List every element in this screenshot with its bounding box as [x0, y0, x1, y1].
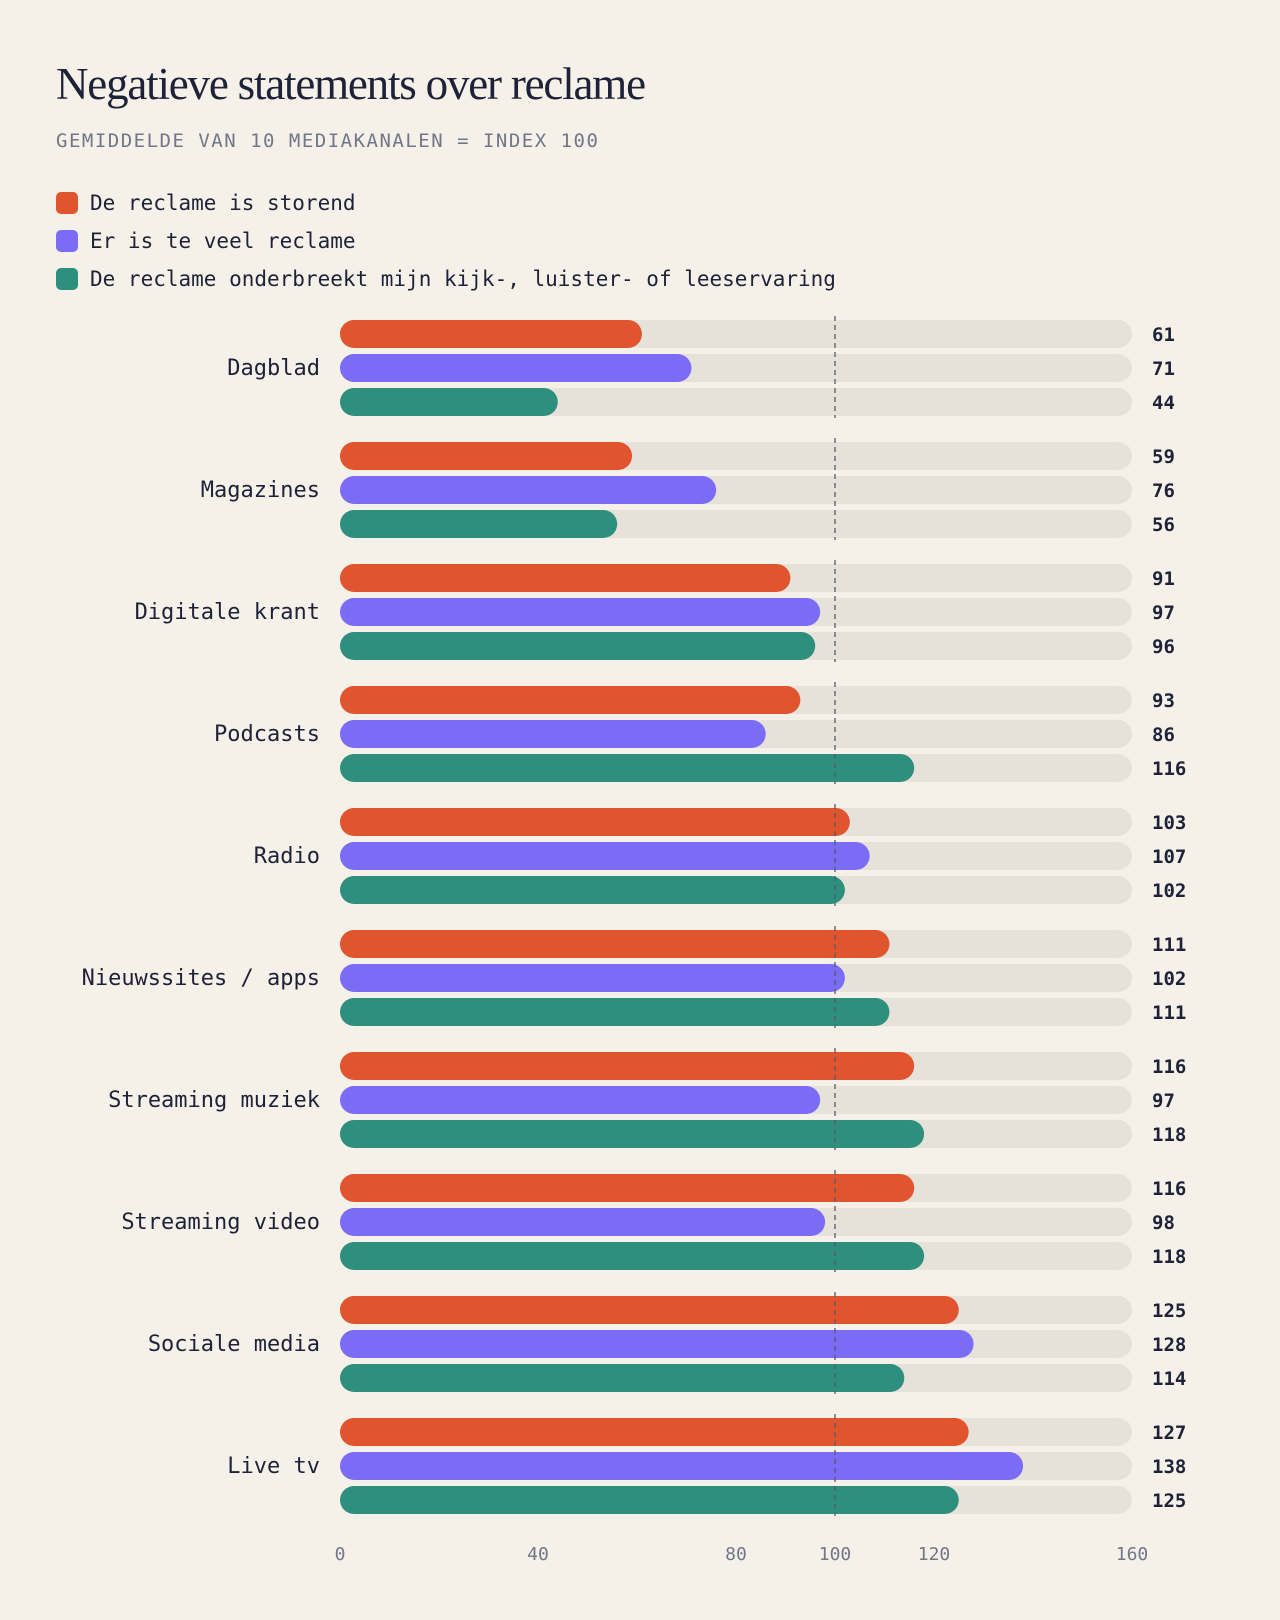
- value-label-nieuwssites-apps-2: 111: [1152, 1002, 1186, 1024]
- legend-label-te-veel: Er is te veel reclame: [90, 229, 356, 253]
- value-label-magazines-1: 76: [1152, 480, 1175, 502]
- bar-podcasts-0: [340, 686, 801, 714]
- category-label-dagblad: Dagblad: [227, 356, 320, 381]
- value-label-radio-2: 102: [1152, 880, 1186, 902]
- value-label-dagblad-2: 44: [1152, 392, 1175, 414]
- value-label-podcasts-1: 86: [1152, 724, 1175, 746]
- value-label-streaming-video-1: 98: [1152, 1212, 1175, 1234]
- bar-live-tv-0: [340, 1418, 969, 1446]
- x-tick-label-0: 0: [335, 1544, 346, 1565]
- legend-item-te-veel: Er is te veel reclame: [56, 222, 836, 260]
- bar-dagblad-2: [340, 388, 558, 416]
- value-label-nieuwssites-apps-0: 111: [1152, 934, 1186, 956]
- legend: De reclame is storend Er is te veel recl…: [56, 184, 836, 298]
- bar-dagblad-0: [340, 320, 642, 348]
- category-label-digitale-krant: Digitale krant: [135, 600, 320, 625]
- bar-magazines-1: [340, 476, 717, 504]
- value-label-magazines-2: 56: [1152, 514, 1175, 536]
- value-label-radio-1: 107: [1152, 846, 1186, 868]
- bar-live-tv-1: [340, 1452, 1024, 1480]
- bar-streaming-muziek-1: [340, 1086, 821, 1114]
- value-label-live-tv-0: 127: [1152, 1422, 1186, 1444]
- legend-label-storend: De reclame is storend: [90, 191, 356, 215]
- bar-nieuwssites-apps-2: [340, 998, 890, 1026]
- chart-subtitle: GEMIDDELDE VAN 10 MEDIAKANALEN = INDEX 1…: [56, 130, 600, 152]
- value-label-streaming-video-0: 116: [1152, 1178, 1186, 1200]
- value-label-streaming-muziek-0: 116: [1152, 1056, 1186, 1078]
- x-tick-label-100: 100: [819, 1544, 852, 1565]
- category-label-radio: Radio: [254, 844, 320, 869]
- value-label-digitale-krant-0: 91: [1152, 568, 1175, 590]
- bar-streaming-muziek-0: [340, 1052, 915, 1080]
- value-label-dagblad-1: 71: [1152, 358, 1175, 380]
- x-tick-label-40: 40: [527, 1544, 549, 1565]
- bar-podcasts-2: [340, 754, 915, 782]
- bar-streaming-video-1: [340, 1208, 826, 1236]
- bar-sociale-media-1: [340, 1330, 974, 1358]
- value-label-magazines-0: 59: [1152, 446, 1175, 468]
- legend-swatch-onderbreekt: [56, 268, 78, 290]
- value-label-sociale-media-2: 114: [1152, 1368, 1186, 1390]
- category-label-sociale-media: Sociale media: [148, 1332, 320, 1357]
- legend-swatch-storend: [56, 192, 78, 214]
- bar-radio-0: [340, 808, 850, 836]
- bar-live-tv-2: [340, 1486, 959, 1514]
- bar-podcasts-1: [340, 720, 766, 748]
- bar-digitale-krant-2: [340, 632, 816, 660]
- category-label-streaming-video: Streaming video: [121, 1210, 320, 1235]
- value-label-nieuwssites-apps-1: 102: [1152, 968, 1186, 990]
- chart-title: Negatieve statements over reclame: [56, 59, 646, 109]
- value-label-streaming-video-2: 118: [1152, 1246, 1186, 1268]
- x-tick-label-120: 120: [918, 1544, 951, 1565]
- bar-radio-2: [340, 876, 845, 904]
- value-label-digitale-krant-1: 97: [1152, 602, 1175, 624]
- bar-sociale-media-0: [340, 1296, 959, 1324]
- bar-radio-1: [340, 842, 870, 870]
- bar-dagblad-1: [340, 354, 692, 382]
- bar-nieuwssites-apps-1: [340, 964, 845, 992]
- legend-item-onderbreekt: De reclame onderbreekt mijn kijk-, luist…: [56, 260, 836, 298]
- bar-magazines-2: [340, 510, 618, 538]
- value-label-streaming-muziek-2: 118: [1152, 1124, 1186, 1146]
- bar-streaming-video-0: [340, 1174, 915, 1202]
- value-label-live-tv-2: 125: [1152, 1490, 1186, 1512]
- category-label-streaming-muziek: Streaming muziek: [108, 1088, 320, 1113]
- value-label-live-tv-1: 138: [1152, 1456, 1186, 1478]
- value-label-streaming-muziek-1: 97: [1152, 1090, 1175, 1112]
- category-label-live-tv: Live tv: [227, 1454, 320, 1479]
- category-label-magazines: Magazines: [201, 478, 320, 503]
- bar-streaming-video-2: [340, 1242, 925, 1270]
- x-tick-label-160: 160: [1116, 1544, 1149, 1565]
- bar-nieuwssites-apps-0: [340, 930, 890, 958]
- value-label-sociale-media-0: 125: [1152, 1300, 1186, 1322]
- value-label-dagblad-0: 61: [1152, 324, 1175, 346]
- bar-magazines-0: [340, 442, 633, 470]
- value-label-podcasts-0: 93: [1152, 690, 1175, 712]
- bar-sociale-media-2: [340, 1364, 905, 1392]
- value-label-sociale-media-1: 128: [1152, 1334, 1186, 1356]
- value-label-digitale-krant-2: 96: [1152, 636, 1175, 658]
- legend-swatch-te-veel: [56, 230, 78, 252]
- bar-streaming-muziek-2: [340, 1120, 925, 1148]
- value-label-podcasts-2: 116: [1152, 758, 1186, 780]
- category-label-podcasts: Podcasts: [214, 722, 320, 747]
- value-label-radio-0: 103: [1152, 812, 1186, 834]
- x-tick-label-80: 80: [725, 1544, 747, 1565]
- legend-label-onderbreekt: De reclame onderbreekt mijn kijk-, luist…: [90, 267, 836, 291]
- legend-item-storend: De reclame is storend: [56, 184, 836, 222]
- category-label-nieuwssites-apps: Nieuwssites / apps: [82, 966, 320, 991]
- bar-digitale-krant-1: [340, 598, 821, 626]
- bar-digitale-krant-0: [340, 564, 791, 592]
